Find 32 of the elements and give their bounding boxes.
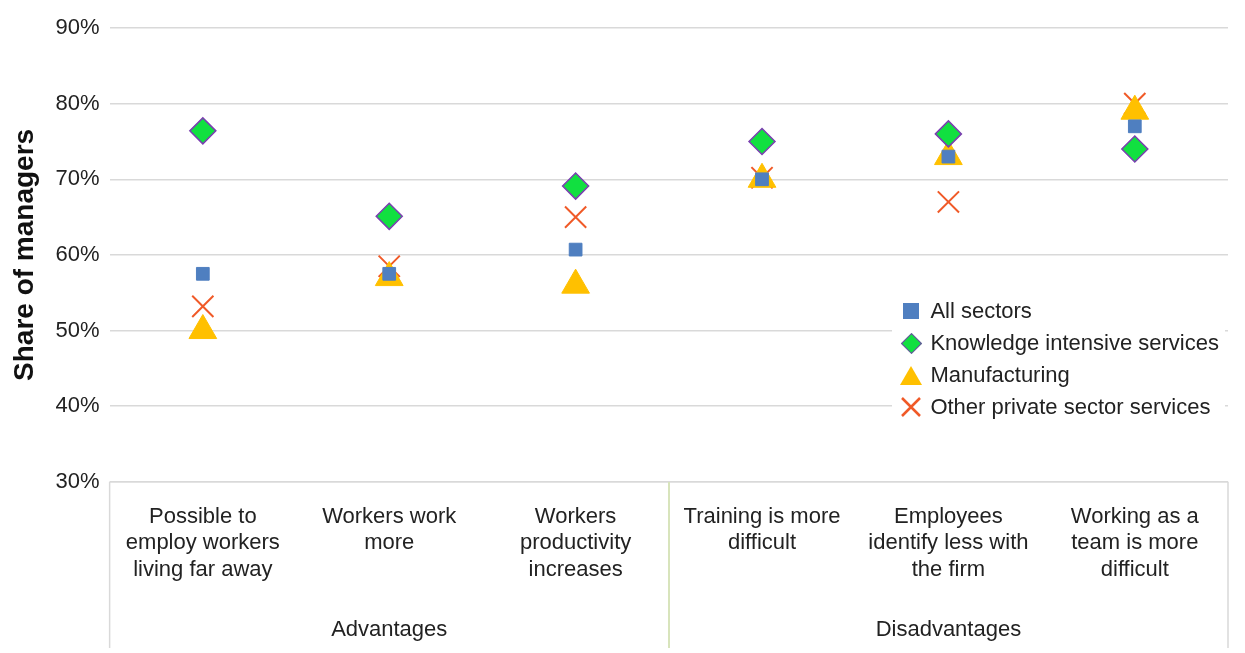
y-tick-label: 40% [55, 392, 100, 418]
y-tick-label: 30% [55, 467, 100, 493]
point [1121, 135, 1149, 163]
y-tick-label: 80% [55, 89, 100, 115]
y-tick-label: 90% [55, 14, 100, 40]
x-tick-label: Workers work more [322, 503, 458, 555]
point [1127, 119, 1142, 134]
point [195, 266, 210, 281]
x-tick-label: Possible to employ workers living far away [125, 503, 280, 581]
point [934, 120, 963, 148]
text: Disadvantages [875, 616, 1022, 642]
y-axis-title: Share of managers [7, 128, 39, 381]
legend-label: All sectors [930, 297, 1032, 325]
legend-label: Other private sector services [930, 393, 1211, 421]
text: Advantages [331, 616, 448, 642]
x-tick-label: Working as a team is more difficult [1070, 503, 1200, 581]
x-tick-label: Employees identify less with the firm [868, 503, 1029, 581]
point [564, 205, 588, 229]
point [375, 202, 403, 231]
x-tick-label: Workers productivity increases [519, 503, 632, 581]
y-tick-label: 70% [55, 165, 100, 191]
point [191, 294, 215, 318]
x-tick-label: Training is more difficult [683, 503, 841, 555]
point [189, 117, 217, 145]
legend-label: Manufacturing [930, 361, 1070, 389]
y-tick-label: 50% [55, 316, 100, 342]
y-tick-label: 60% [55, 240, 100, 266]
point [748, 127, 776, 156]
point [561, 172, 590, 200]
point [568, 242, 583, 257]
legend-label: Knowledge intensive services [930, 329, 1219, 357]
point [936, 190, 961, 214]
